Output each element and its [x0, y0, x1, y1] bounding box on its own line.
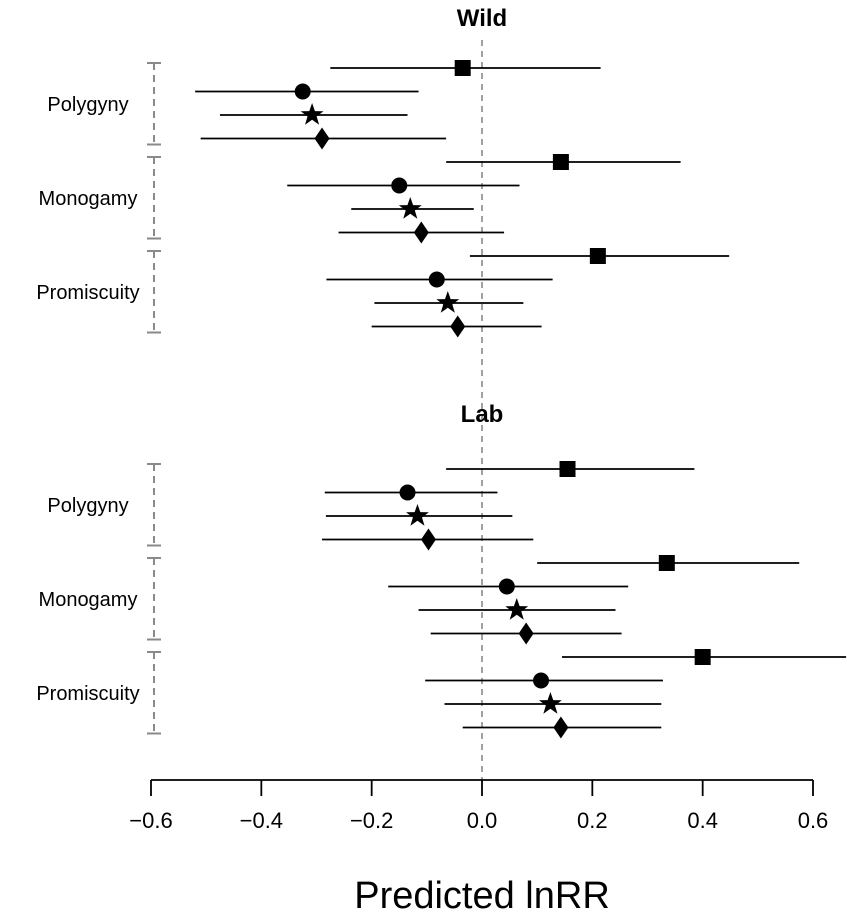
estimate-row	[287, 177, 520, 194]
estimate-row	[430, 622, 622, 645]
marker-circle	[428, 271, 445, 288]
estimate-row	[351, 197, 474, 219]
estimate-row	[195, 83, 419, 100]
group-label: Monogamy	[39, 188, 138, 210]
estimate-row	[444, 692, 662, 714]
marker-star	[436, 291, 460, 313]
marker-square	[559, 461, 576, 477]
marker-diamond	[413, 221, 429, 244]
group-label: Polygyny	[47, 495, 128, 517]
panel-title: Wild	[457, 5, 507, 32]
group-monogamy: Monogamy	[39, 154, 681, 244]
estimate-row	[469, 248, 730, 264]
marker-star	[406, 504, 429, 526]
marker-circle	[498, 578, 515, 595]
marker-square	[589, 248, 606, 264]
group-label: Polygyny	[47, 94, 128, 116]
marker-diamond	[314, 127, 330, 150]
marker-square	[658, 555, 675, 571]
marker-circle	[391, 177, 408, 194]
x-tick-label: 0.0	[467, 808, 498, 833]
panel-lab: Lab Polygyny Monogamy Promiscuity	[36, 401, 847, 739]
panel-wild: Wild Polygyny Monogamy Promiscuity	[36, 5, 730, 338]
estimate-row	[326, 271, 553, 288]
marker-diamond	[420, 528, 436, 551]
group-promiscuity: Promiscuity	[36, 649, 847, 739]
marker-star	[538, 692, 562, 714]
marker-star	[300, 103, 324, 125]
x-axis-title: Predicted lnRR	[354, 875, 610, 916]
marker-diamond	[553, 716, 569, 739]
x-tick-label: 0.2	[577, 808, 608, 833]
estimate-row	[200, 127, 447, 150]
estimate-row	[324, 484, 498, 501]
marker-star	[398, 197, 422, 219]
estimate-row	[537, 555, 800, 571]
x-tick-label: 0.6	[798, 808, 829, 833]
plot-area: Wild Polygyny Monogamy Promiscuity Lab Polygy…	[36, 5, 847, 780]
estimate-row	[388, 578, 629, 595]
marker-diamond	[450, 315, 466, 338]
estimate-row	[374, 291, 524, 313]
estimate-row	[462, 716, 662, 739]
x-tick-label: −0.6	[129, 808, 172, 833]
estimate-row	[446, 154, 681, 170]
estimate-row	[322, 528, 534, 551]
marker-square	[454, 60, 471, 76]
group-promiscuity: Promiscuity	[36, 248, 730, 338]
group-label: Promiscuity	[36, 683, 139, 705]
estimate-row	[338, 221, 505, 244]
x-tick-label: −0.2	[350, 808, 393, 833]
marker-square	[552, 154, 569, 170]
estimate-row	[446, 461, 695, 477]
estimate-row	[219, 103, 408, 125]
group-monogamy: Monogamy	[39, 555, 800, 645]
panel-title: Lab	[461, 401, 504, 428]
estimate-row	[425, 672, 663, 689]
estimate-row	[325, 504, 513, 526]
marker-circle	[533, 672, 550, 689]
estimate-row	[330, 60, 601, 76]
estimate-row	[418, 598, 616, 620]
x-axis: −0.6 −0.4 −0.2 0.0 0.2 0.4 0.6	[129, 779, 829, 833]
group-label: Monogamy	[39, 589, 138, 611]
group-polygyny: Polygyny	[47, 60, 601, 150]
marker-star	[505, 598, 529, 620]
marker-circle	[294, 83, 311, 100]
marker-square	[694, 649, 711, 665]
estimate-row	[561, 649, 847, 665]
marker-circle	[399, 484, 416, 501]
group-label: Promiscuity	[36, 282, 139, 304]
marker-diamond	[518, 622, 534, 645]
x-tick-label: −0.4	[240, 808, 283, 833]
group-polygyny: Polygyny	[47, 461, 695, 551]
x-tick-label: 0.4	[687, 808, 718, 833]
estimate-row	[371, 315, 542, 338]
